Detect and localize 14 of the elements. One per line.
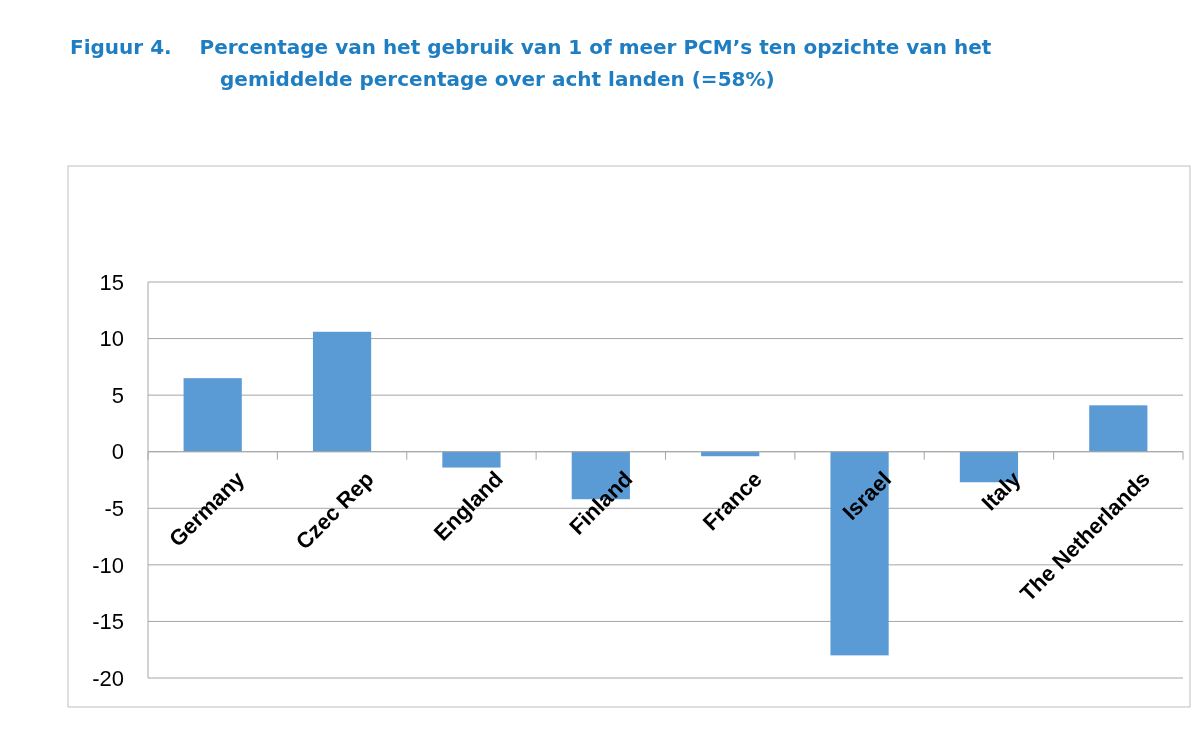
y-tick-label: 10 — [99, 326, 124, 352]
y-tick-label: 0 — [111, 439, 124, 465]
y-tick-label: -5 — [104, 495, 124, 521]
bar — [442, 451, 501, 468]
y-tick-label: -20 — [92, 665, 124, 691]
bar — [1089, 405, 1148, 452]
y-tick-label: -15 — [92, 609, 124, 635]
y-tick-label: -10 — [92, 552, 124, 578]
chart-title: Figuur 4. Percentage van het gebruik van 1 of meer PCM’s ten opzichte van het — [70, 35, 992, 59]
y-tick-label: 15 — [99, 269, 124, 295]
y-tick-label: 5 — [111, 382, 124, 408]
bar — [312, 331, 372, 452]
chart-subtitle: gemiddelde percentage over acht landen (=58%) — [220, 67, 775, 91]
bar — [183, 378, 242, 452]
